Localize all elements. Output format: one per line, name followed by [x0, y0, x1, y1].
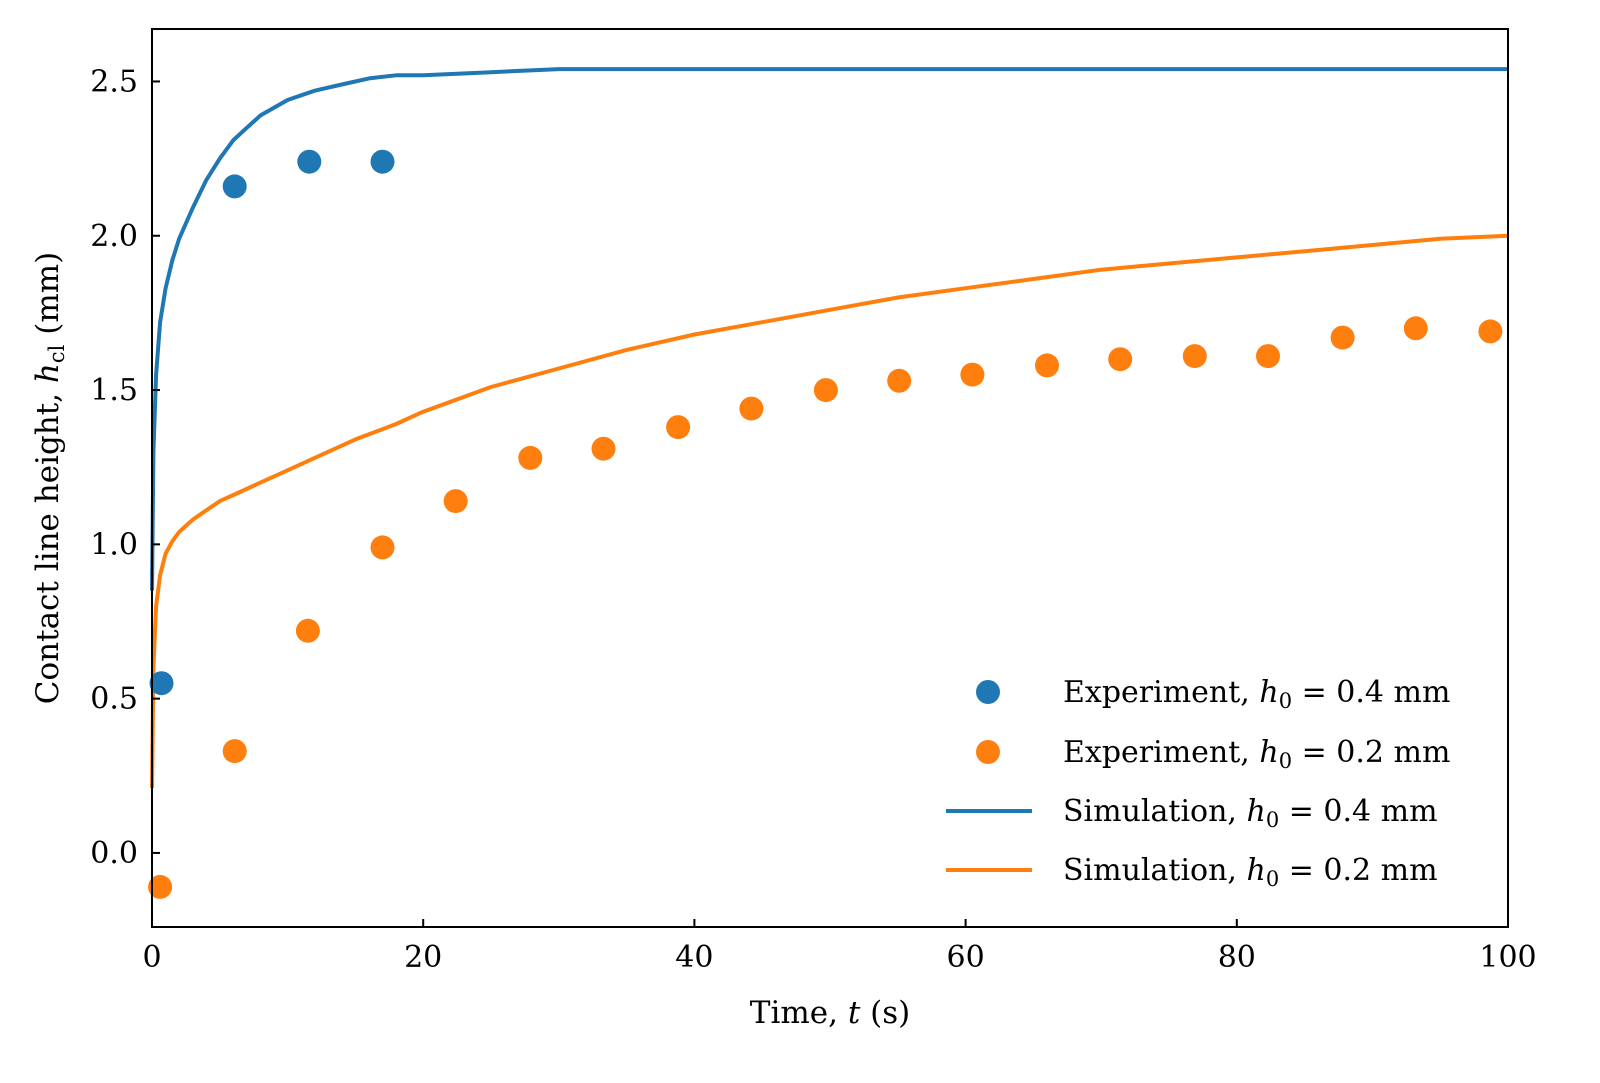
x-axis: 0 20 40 60 80 100 — [142, 919, 1537, 975]
data-point-series-1 — [1403, 316, 1428, 341]
data-point-series-1 — [1330, 325, 1355, 350]
data-point-series-1 — [370, 535, 395, 560]
legend-label-3: Simulation, h0 = 0.2 mm — [1063, 853, 1438, 891]
legend-label-2: Simulation, h0 = 0.4 mm — [1063, 794, 1438, 832]
y-axis: 0.0 0.5 1.0 1.5 2.0 2.5 — [90, 64, 160, 871]
y-tick-label: 1.5 — [90, 373, 138, 408]
x-axis-title: Time, t (s) — [750, 995, 910, 1031]
data-point-series-1 — [960, 362, 985, 387]
axes-frame — [151, 28, 1509, 928]
x-tick-label: 0 — [142, 940, 161, 975]
data-point-series-1 — [222, 739, 247, 764]
data-point-series-0 — [297, 149, 322, 174]
data-point-series-1 — [1182, 344, 1207, 369]
data-point-series-1 — [443, 489, 468, 514]
data-point-series-1 — [295, 618, 320, 643]
y-tick-label: 2.0 — [90, 219, 138, 254]
x-tick-label: 40 — [675, 940, 713, 975]
data-point-series-0 — [370, 149, 395, 174]
legend-label-1: Experiment, h0 = 0.2 mm — [1063, 735, 1450, 773]
y-tick-label: 0.5 — [90, 682, 138, 717]
y-axis-title: Contact line height, hcl (mm) — [30, 252, 69, 704]
y-tick-label: 0.0 — [90, 836, 138, 871]
y-tick-label: 2.5 — [90, 64, 138, 99]
legend-marker-1 — [976, 740, 1000, 764]
data-point-series-1 — [1256, 344, 1280, 369]
data-point-series-0 — [149, 671, 174, 696]
legend-label-0: Experiment, h0 = 0.4 mm — [1063, 675, 1450, 713]
y-tick-label: 1.0 — [90, 527, 138, 562]
x-tick-label: 100 — [1479, 940, 1536, 975]
x-tick-label: 20 — [404, 940, 442, 975]
legend: Experiment, h0 = 0.4 mm Experiment, h0 = … — [946, 675, 1450, 891]
legend-marker-0 — [976, 680, 1000, 704]
data-point-series-1 — [1108, 347, 1133, 372]
x-tick-label: 80 — [1218, 940, 1256, 975]
series-line-2 — [150, 67, 1508, 591]
x-tick-label: 60 — [947, 940, 985, 975]
data-point-series-1 — [1478, 319, 1503, 344]
data-point-series-1 — [666, 415, 691, 440]
data-point-series-1 — [887, 368, 912, 393]
plot-area — [148, 67, 1509, 899]
data-point-series-0 — [222, 174, 247, 199]
data-point-series-1 — [739, 396, 764, 421]
data-point-series-1 — [148, 874, 173, 899]
data-point-series-1 — [813, 378, 838, 403]
data-point-series-1 — [1035, 353, 1059, 378]
series-line-3 — [150, 233, 1509, 789]
data-point-series-1 — [591, 436, 616, 461]
data-point-series-1 — [518, 445, 543, 470]
